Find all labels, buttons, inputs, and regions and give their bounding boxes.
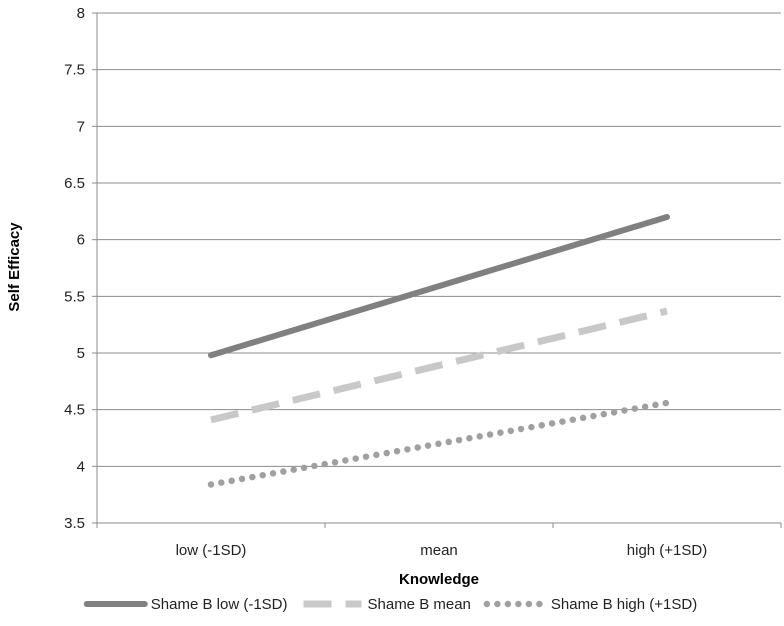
legend-item-1: Shame B low (-1SD) — [83, 596, 288, 613]
y-tick-label: 7 — [77, 118, 85, 135]
y-axis-title: Self Efficacy — [6, 222, 23, 312]
gridlines — [92, 12, 782, 528]
y-tick-label: 8 — [77, 5, 85, 22]
x-tick-label: low (-1SD) — [176, 542, 247, 559]
series-lines — [207, 214, 671, 488]
x-tick-label: mean — [420, 542, 458, 559]
legend-label: Shame B high (+1SD) — [551, 596, 697, 613]
legend: Shame B low (-1SD) Shame B mean Shame B hi… — [83, 596, 697, 613]
y-tick-label: 6.5 — [64, 175, 85, 192]
series-line-1 — [208, 214, 670, 359]
legend-item-2: Shame B mean — [303, 596, 471, 613]
y-tick-label: 3.5 — [64, 515, 85, 532]
y-tick-label: 5.5 — [64, 288, 85, 305]
x-tick-label: high (+1SD) — [627, 542, 707, 559]
x-axis-title: Knowledge — [399, 571, 479, 588]
legend-label: Shame B mean — [368, 596, 471, 613]
y-tick-label: 7.5 — [64, 62, 85, 79]
y-axis-ticks: 3.5 4 4.5 5 5.5 6 6.5 7 7.5 8 — [64, 5, 85, 532]
x-axis-ticks: low (-1SD) mean high (+1SD) — [176, 542, 708, 559]
series-line-2 — [210, 307, 668, 424]
series-line-3 — [207, 399, 671, 488]
legend-item-3: Shame B high (+1SD) — [483, 596, 697, 613]
y-tick-label: 5 — [77, 345, 85, 362]
y-tick-label: 6 — [77, 232, 85, 249]
legend-label: Shame B low (-1SD) — [151, 596, 288, 613]
y-tick-label: 4 — [77, 458, 85, 475]
y-tick-label: 4.5 — [64, 402, 85, 419]
